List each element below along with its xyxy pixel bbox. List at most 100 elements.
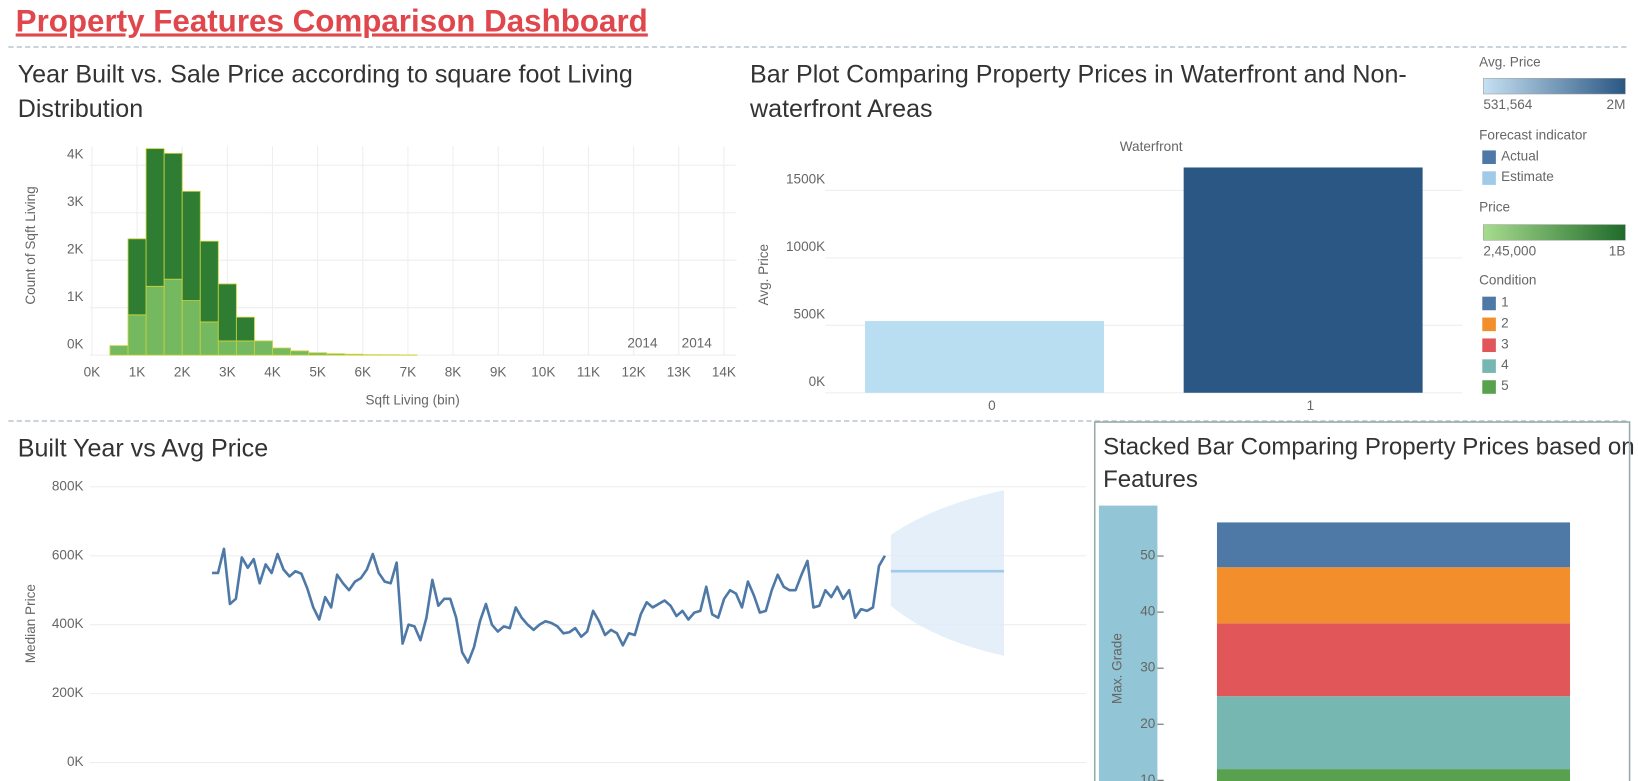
y-tick-label: 200K [52,685,84,700]
bar-segment [181,300,201,356]
x-tick-label: 6K [354,365,371,380]
x-tick-label: 14K [712,365,736,380]
annotation: 2014 [627,335,658,350]
legend-label: 5 [1501,378,1509,393]
x-tick-label: 13K [667,365,691,380]
legend-label: Estimate [1501,169,1554,184]
panel-border [1093,421,1631,781]
y-tick-label: 20 [1140,716,1156,731]
bar [865,321,1105,393]
bar-segment [163,278,183,356]
bar-segment [145,285,165,356]
bar-segment [217,283,237,342]
legend-label: 2M [1607,97,1626,112]
chart-title: Year Built vs. Sale Price according to s… [17,60,633,124]
chart-title: Bar Plot Comparing Property Prices in Wa… [750,60,1407,124]
forecast-band [890,490,1004,656]
y-tick-label: 600K [52,547,84,562]
bar-segment [326,353,346,356]
dashboard-title: Property Features Comparison Dashboard [15,4,648,39]
x-tick-label: 8K [445,365,462,380]
y-tick-label: 4K [67,146,84,161]
x-tick-label: 3K [219,365,236,380]
x-tick-label: 2K [174,365,191,380]
legend-swatch [1482,380,1496,394]
x-axis-label: Sqft Living (bin) [365,393,459,408]
bar-segment [1216,623,1571,697]
y-tick-label: 50 [1140,548,1156,563]
y-tick-label: 1500K [786,172,825,187]
bar-segment [127,238,147,316]
legend-swatch [1482,359,1496,373]
bar-segment [1216,522,1571,568]
bar-segment [254,340,273,356]
annotation: 2014 [682,335,713,350]
chart-title: Built Year vs Avg Price [17,434,269,463]
bar-segment [1216,696,1571,770]
legend-title: Price [1479,199,1510,214]
y-tick-label: 400K [52,616,84,631]
legend-label: 3 [1501,336,1509,351]
bar [1183,167,1423,393]
x-tick-label: 0K [84,365,101,380]
x-tick-label: 11K [577,365,600,380]
bar-segment [181,190,201,301]
bar-segment [1216,567,1571,624]
bar-segment [308,352,328,356]
bar-segment [199,240,219,323]
bar-segment [163,152,183,280]
y-tick-label: 800K [52,478,84,493]
y-tick-label: 500K [794,306,826,321]
y-tick-label: 10 [1140,772,1156,781]
legend-label: 531,564 [1483,97,1532,112]
bar-segment [199,321,219,356]
x-tick-label: 0 [988,398,996,413]
legend-label: 4 [1501,357,1509,372]
bar-segment [109,345,129,356]
legend-swatch [1482,171,1496,185]
y-axis-label: Avg. Price [756,244,771,306]
legend-title: Avg. Price [1479,54,1541,69]
legend-label: 2 [1501,315,1509,330]
bar-segment [235,316,255,342]
y-tick-label: 0K [67,754,84,769]
legend-label: 1B [1609,243,1626,258]
legend-swatch [1482,296,1496,311]
x-tick-label: 9K [490,365,507,380]
x-tick-label: 1 [1307,398,1315,413]
y-tick-label: 30 [1140,660,1156,675]
bar-segment [235,340,255,356]
y-tick-label: 2K [67,241,84,256]
x-tick-label: 12K [622,365,646,380]
x-tick-label: 10K [531,365,555,380]
bar-segment [290,350,310,356]
bar-segment [1216,769,1571,781]
y-tick-label: 1K [67,289,84,304]
legend-label: 1 [1501,295,1509,310]
legend-gradient [1483,78,1626,95]
y-tick-label: 3K [67,194,84,209]
y-tick-label: 0K [67,336,84,351]
legend-swatch [1482,150,1496,165]
x-tick-label: 5K [309,365,326,380]
y-tick-label: 40 [1140,604,1156,619]
column-header: Waterfront [1120,139,1183,154]
y-axis-label: Max. Grade [1109,633,1124,704]
bar-segment [344,353,364,356]
chart-title: Stacked Bar Comparing Property Prices ba… [1103,432,1635,493]
legend-title: Forecast indicator [1479,127,1587,142]
line [212,547,887,664]
legend-swatch [1482,317,1496,332]
bar-segment [217,340,237,356]
legend-gradient [1483,224,1626,241]
y-tick-label: 0K [809,374,826,389]
y-tick-label: 1000K [786,239,825,254]
x-tick-label: 1K [129,365,146,380]
bar-segment [272,347,291,356]
y-axis-label: Median Price [23,584,38,663]
bar-segment [145,148,165,287]
axis-band [1098,505,1158,781]
x-tick-label: 4K [264,365,281,380]
